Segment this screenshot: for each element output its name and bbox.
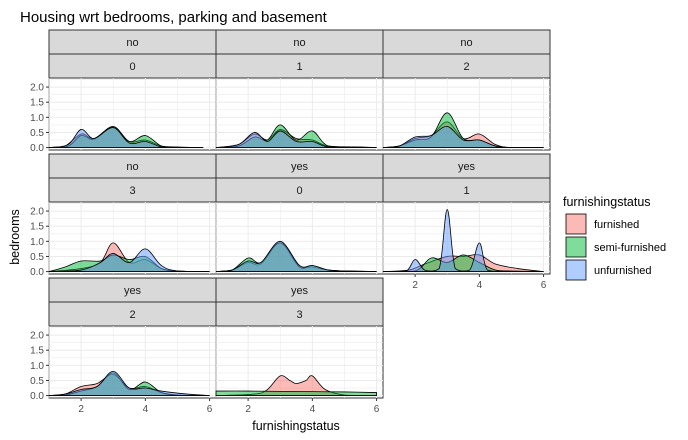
- strip-top: [382, 29, 551, 55]
- x-tick-label: 2: [78, 404, 84, 415]
- density-area-unfurnished: [215, 240, 377, 272]
- strip-label-parking: no: [293, 37, 305, 49]
- strip-label-parking: yes: [124, 285, 142, 297]
- x-tick-label: 4: [143, 404, 149, 415]
- facet-panels: no 0 0.0 0.5 1.0 1.5 2.0 no 1 no 2 no 3 0.0 0.5 1.0 1.5 2…: [30, 29, 551, 415]
- strip-label-bedrooms: 3: [296, 309, 302, 321]
- density-area-semi-furnished: [215, 390, 377, 396]
- panel-background: [215, 77, 384, 151]
- y-tick-label: 0.5: [30, 376, 44, 387]
- strip-label-bedrooms: 1: [463, 185, 469, 197]
- strip-label-bedrooms: 0: [296, 185, 302, 197]
- strip-label-bedrooms: 1: [296, 61, 302, 73]
- y-tick-label: 1.0: [30, 113, 44, 124]
- y-tick-label: 1.5: [30, 346, 44, 357]
- density-area-unfurnished: [215, 130, 377, 148]
- density-area-unfurnished: [382, 209, 544, 272]
- strip-label-bedrooms: 3: [129, 185, 135, 197]
- strip-label-parking: yes: [291, 161, 309, 173]
- strip-top: [382, 153, 551, 179]
- legend-swatch-unfurnished: [565, 259, 587, 281]
- strip-label-parking: no: [126, 37, 138, 49]
- y-tick-label: 2.0: [30, 331, 44, 342]
- strip-top: [48, 277, 217, 303]
- facet-panel: yes 2 0.0 0.5 1.0 1.5 2.0 2 4 6: [30, 277, 217, 415]
- facet-panel: yes 0: [215, 153, 384, 275]
- y-tick-label: 2.0: [30, 83, 44, 94]
- y-tick-label: 1.5: [30, 222, 44, 233]
- strip-label-parking: yes: [458, 161, 476, 173]
- x-tick-label: 4: [310, 404, 316, 415]
- panel-background: [48, 325, 217, 399]
- legend-label-unfurnished: unfurnished: [594, 265, 652, 277]
- strip-label-bedrooms: 2: [463, 61, 469, 73]
- x-tick-label: 6: [374, 404, 380, 415]
- x-tick-label: 2: [245, 404, 251, 415]
- legend-swatch-furnished: [565, 213, 587, 235]
- y-tick-label: 0.0: [30, 143, 44, 154]
- y-tick-label: 0.5: [30, 128, 44, 139]
- density-area-unfurnished: [48, 370, 210, 396]
- strip-bottom: [215, 177, 384, 203]
- strip-label-parking: yes: [291, 285, 309, 297]
- y-tick-label: 0.0: [30, 391, 44, 402]
- facet-panel: no 3 0.0 0.5 1.0 1.5 2.0: [30, 153, 217, 278]
- x-axis-label: furnishingstatus: [252, 419, 340, 433]
- y-tick-label: 1.0: [30, 361, 44, 372]
- chart-title: Housing wrt bedrooms, parking and baseme…: [20, 9, 328, 26]
- facet-panel: no 0 0.0 0.5 1.0 1.5 2.0: [30, 29, 217, 154]
- strip-top: [48, 29, 217, 55]
- strip-bottom: [48, 177, 217, 203]
- x-tick-label: 4: [477, 280, 483, 291]
- facet-panel: no 2: [382, 29, 551, 151]
- strip-label-bedrooms: 0: [129, 61, 135, 73]
- density-area-unfurnished: [48, 248, 210, 272]
- facet-panel: no 1: [215, 29, 384, 151]
- x-tick-label: 6: [207, 404, 213, 415]
- facet-panel: yes 3 2 4 6: [215, 277, 384, 415]
- x-tick-label: 6: [541, 280, 547, 291]
- density-area-unfurnished: [382, 126, 544, 148]
- y-tick-label: 2.0: [30, 207, 44, 218]
- strip-label-parking: no: [126, 161, 138, 173]
- y-axis-label: bedrooms: [8, 209, 22, 265]
- strip-bottom: [48, 301, 217, 327]
- legend: furnishingstatus furnished semi-furnished…: [563, 195, 666, 281]
- legend-label-furnished: furnished: [594, 219, 639, 231]
- strip-bottom: [48, 53, 217, 79]
- strip-bottom: [215, 301, 384, 327]
- panel-background: [382, 77, 551, 151]
- y-tick-label: 0.5: [30, 252, 44, 263]
- strip-label-parking: no: [460, 37, 472, 49]
- y-tick-label: 1.5: [30, 98, 44, 109]
- y-tick-label: 1.0: [30, 237, 44, 248]
- density-area-unfurnished: [48, 127, 204, 148]
- legend-title: furnishingstatus: [563, 195, 651, 209]
- legend-swatch-semi-furnished: [565, 236, 587, 258]
- y-tick-label: 0.0: [30, 267, 44, 278]
- facet-panel: yes 1 2 4 6: [382, 153, 551, 291]
- x-tick-label: 2: [412, 280, 418, 291]
- strip-bottom: [382, 53, 551, 79]
- strip-label-bedrooms: 2: [129, 309, 135, 321]
- legend-label-semi-furnished: semi-furnished: [594, 242, 666, 254]
- strip-top: [215, 29, 384, 55]
